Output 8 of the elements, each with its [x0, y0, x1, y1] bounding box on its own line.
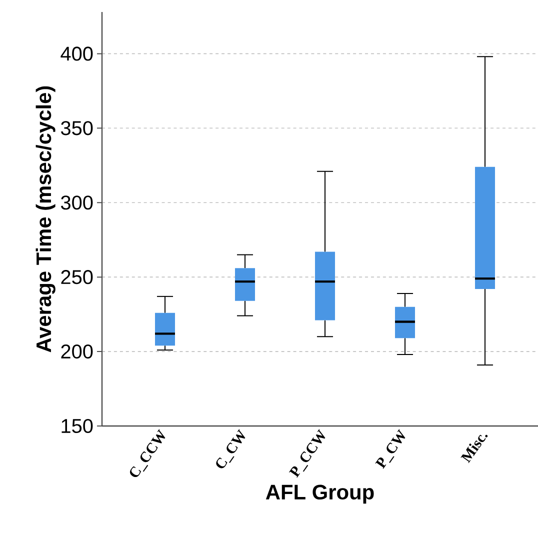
y-axis-title: Average Time (msec/cycle)	[36, 86, 56, 352]
y-tick-label: 250	[61, 270, 93, 284]
x-axis-title: AFL Group	[266, 484, 374, 504]
y-tick-label: 200	[61, 344, 93, 359]
y-tick-label: 300	[61, 196, 93, 210]
y-tick-label: 150	[62, 418, 93, 434]
y-tick-label: 350	[61, 121, 93, 136]
y-tick-label: 400	[60, 46, 93, 61]
